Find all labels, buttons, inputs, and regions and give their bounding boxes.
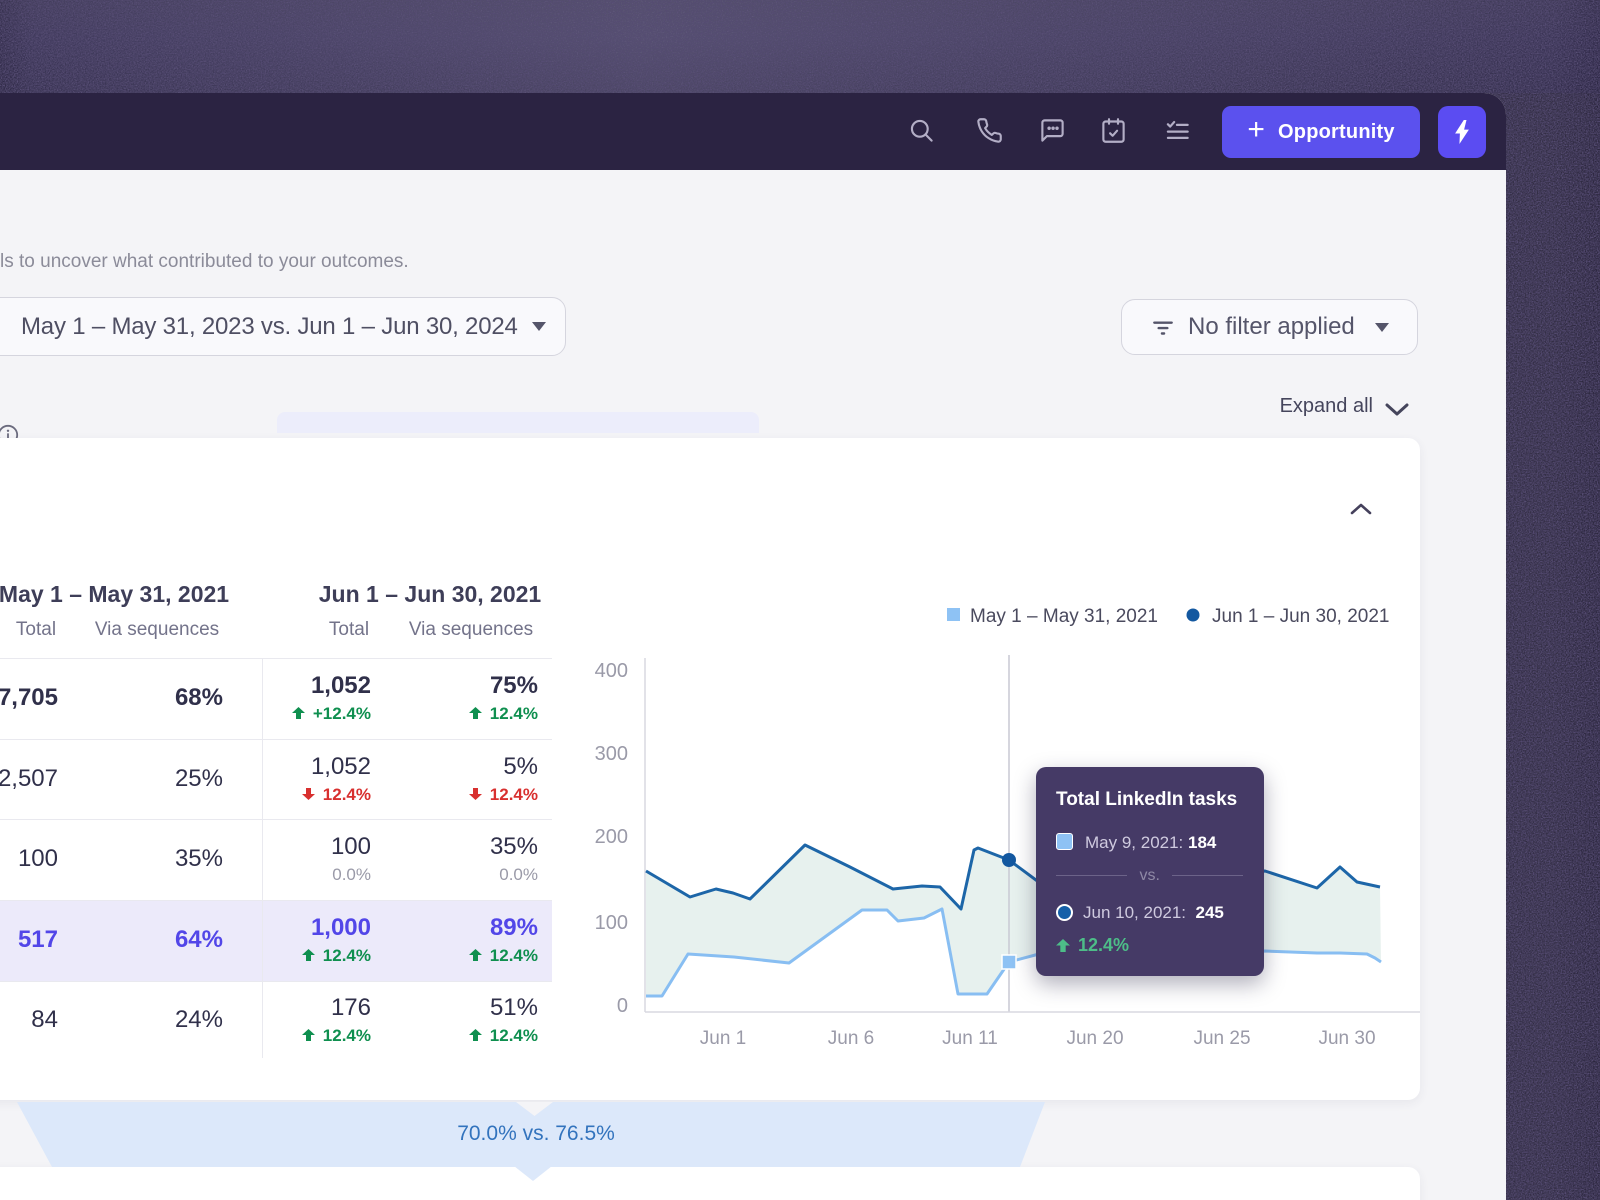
svg-text:200: 200 xyxy=(595,826,628,848)
svg-text:Jun 6: Jun 6 xyxy=(828,1028,874,1049)
svg-text:Jun 20: Jun 20 xyxy=(1066,1028,1123,1049)
svg-text:Jun 11: Jun 11 xyxy=(942,1028,998,1049)
svg-text:100: 100 xyxy=(595,912,628,934)
svg-text:Jun 1 – Jun 30, 2021: Jun 1 – Jun 30, 2021 xyxy=(1212,606,1389,627)
svg-text:May 1 – May 31, 2021: May 1 – May 31, 2021 xyxy=(970,606,1158,627)
svg-text:300: 300 xyxy=(595,743,628,765)
svg-text:Jun 1: Jun 1 xyxy=(700,1028,746,1049)
svg-text:Jun 30: Jun 30 xyxy=(1318,1028,1375,1049)
svg-text:400: 400 xyxy=(595,660,628,682)
svg-text:0: 0 xyxy=(617,995,628,1017)
svg-text:Jun 25: Jun 25 xyxy=(1193,1028,1250,1049)
